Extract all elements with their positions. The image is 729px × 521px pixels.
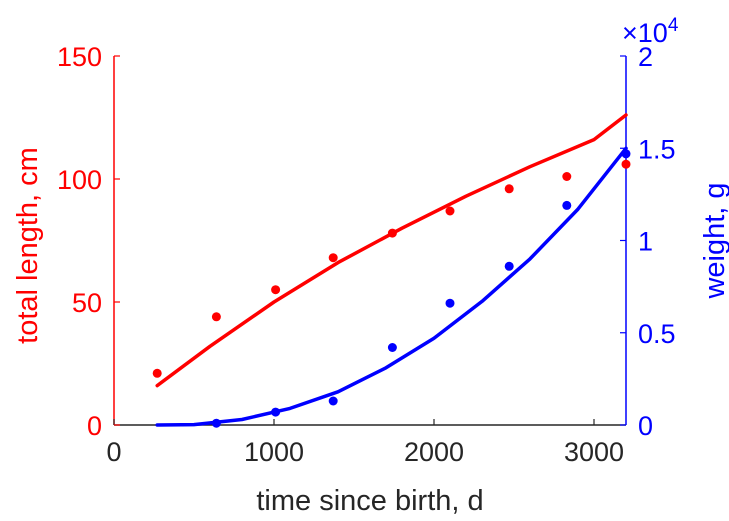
y-left-tick-label: 100 [57,165,102,195]
length-data-point [152,368,162,378]
y-right-tick-label: 1.5 [638,134,676,164]
x-tick-label: 2000 [404,437,464,467]
y-right-tick-label: 1 [638,227,653,257]
weight-data-point [445,298,455,308]
length-fit-line [155,113,628,388]
length-data-point [445,206,455,216]
y-left-ticks: 0 50 100 150 [57,42,120,441]
y-left-tick-label: 50 [72,288,102,318]
length-data-point [621,159,631,169]
x-tick-label: 0 [106,437,121,467]
length-data-point [328,253,338,263]
weight-data-point [328,396,338,406]
y-right-exponent-label: ×104 [622,15,679,48]
series-layer [152,113,631,428]
length-data-point [562,172,572,181]
plot-area [152,113,631,428]
weight-data-point [562,200,572,210]
length-data-point [211,312,221,322]
weight-data-point [387,343,397,352]
y-left-tick-label: 0 [87,411,102,441]
x-ticks: 0 1000 2000 3000 [106,419,624,467]
x-tick-label: 1000 [244,437,304,467]
y-right-tick-label: 2 [638,42,653,72]
exponent-power: 4 [668,15,679,36]
weight-fit-line [155,146,628,427]
length-data-point [271,285,281,295]
y-right-axis-label: weight, g [699,182,729,299]
exponent-base: ×10 [622,18,668,48]
y-right-tick-label: 0 [638,411,653,441]
y-left-tick-label: 150 [57,42,102,72]
y-right-ticks: 0 0.5 1 1.5 2 [620,42,676,441]
x-axis-label: time since birth, d [256,485,483,517]
length-data-point [504,184,514,194]
weight-data-point [504,261,514,271]
y-left-axis-label: total length, cm [12,147,44,344]
y-right-tick-label: 0.5 [638,319,676,349]
x-tick-label: 3000 [564,437,624,467]
